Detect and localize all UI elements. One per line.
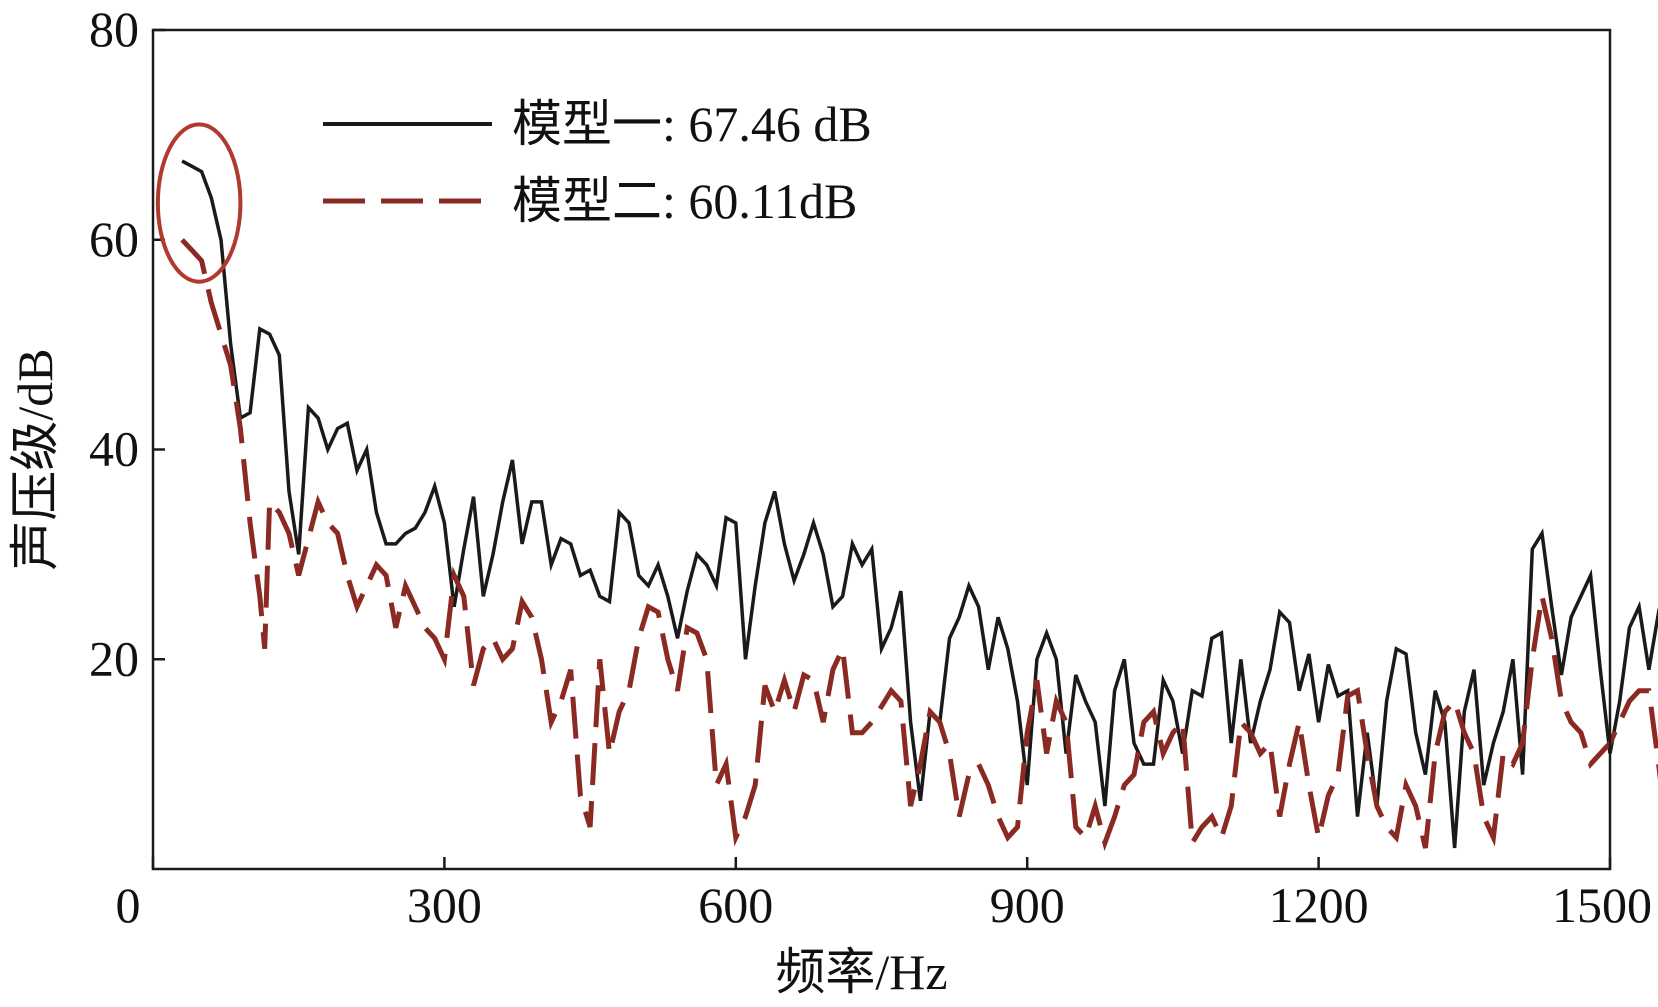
- series-line-1: [181, 159, 1658, 849]
- series-line-2: [180, 238, 1658, 852]
- x-axis-title: 频率/Hz: [775, 944, 947, 1000]
- x-tick-label: 1200: [1269, 877, 1369, 933]
- highlight-ellipse: [155, 122, 243, 284]
- x-tick-label: 600: [698, 877, 773, 933]
- y-tick-label: 60: [89, 211, 139, 267]
- x-tick-label: 900: [990, 877, 1065, 933]
- axis-ticks: 0 300 600 900 1200 1500 20 40 60 80: [89, 1, 1652, 933]
- legend-label-1: 模型一: 67.46 dB: [512, 96, 872, 152]
- x-tick-label: 0: [116, 877, 141, 933]
- peak-highlight: [155, 122, 243, 284]
- x-tick-label: 1500: [1552, 877, 1652, 933]
- y-tick-label: 20: [89, 630, 139, 686]
- plot-marks: [180, 159, 1658, 852]
- y-tick-label: 40: [89, 421, 139, 477]
- x-tick-label: 300: [407, 877, 482, 933]
- legend: 模型一: 67.46 dB 模型二: 60.11dB: [323, 96, 872, 229]
- legend-label-2: 模型二: 60.11dB: [512, 173, 857, 229]
- plot-frame: [151, 28, 1612, 871]
- y-tick-label: 80: [89, 1, 139, 57]
- y-axis-title: 声压级/dB: [7, 348, 63, 570]
